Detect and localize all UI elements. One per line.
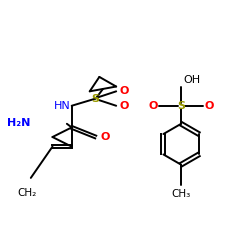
Text: O: O [119, 101, 128, 111]
Text: H₂N: H₂N [8, 118, 31, 128]
Text: CH₂: CH₂ [18, 188, 37, 198]
Text: O: O [119, 86, 128, 96]
Text: S: S [92, 94, 100, 104]
Text: O: O [148, 101, 158, 111]
Text: CH₃: CH₃ [172, 189, 191, 199]
Text: HN: HN [54, 101, 70, 111]
Text: O: O [100, 132, 110, 142]
Text: O: O [205, 101, 214, 111]
Text: S: S [177, 101, 185, 111]
Text: OH: OH [184, 74, 201, 85]
